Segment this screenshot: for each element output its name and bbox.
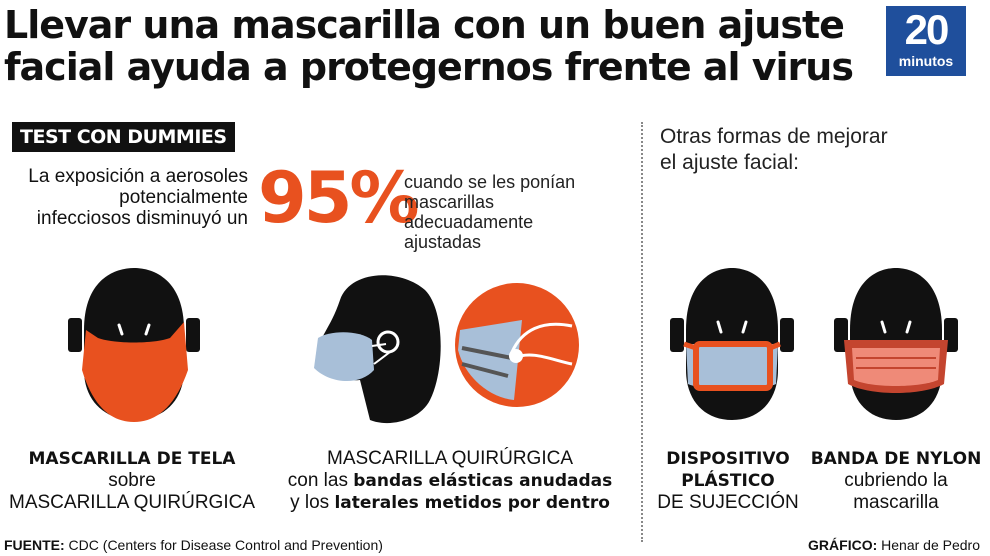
logo-number: 20	[904, 6, 950, 53]
other-methods-heading: Otras formas de mejorar el ajuste facial…	[660, 124, 960, 176]
mask-icon	[686, 344, 778, 390]
surgical-mask-profile-illustration	[314, 275, 441, 424]
caption-surgical-line-3: y los laterales metidos por dentro	[290, 492, 610, 513]
graphic-credit: GRÁFICO: Henar de Pedro	[808, 536, 980, 554]
cloth-mask-icon	[82, 322, 188, 422]
exposure-line-1: La exposición a aerosoles	[28, 166, 248, 187]
caption-surgical-mask: MASCARILLA QUIRÚRGICA con las bandas elá…	[262, 448, 638, 514]
exposure-line-2: potencialmente	[119, 187, 248, 208]
caption-nylon-line-2: cubriendo la	[844, 470, 948, 491]
left-ear-icon	[68, 318, 82, 352]
condition-line-3: adecuadamente	[404, 212, 534, 232]
source-label: FUENTE:	[4, 537, 65, 553]
caption-nylon-title: BANDA DE NYLON	[810, 449, 982, 469]
caption-device-line-2: PLÁSTICO	[681, 471, 775, 491]
nylon-pleats-icon	[856, 357, 936, 369]
source-credit: FUENTE: CDC (Centers for Disease Control…	[4, 536, 383, 554]
caption-cloth-line-3: MASCARILLA QUIRÚRGICA	[9, 492, 255, 513]
graphic-author: Henar de Pedro	[877, 537, 980, 553]
caption-device-line-3: DE SUJECCIÓN	[657, 492, 799, 513]
zoom-mask-icon	[458, 320, 522, 400]
plastic-brace-head-illustration	[670, 268, 794, 420]
caption-cloth-line-2: sobre	[108, 470, 156, 491]
section-divider	[641, 122, 643, 542]
right-ear-icon	[780, 318, 794, 352]
nylon-band-head-illustration	[834, 268, 958, 420]
title-line-1: Llevar una mascarilla con un buen ajuste	[4, 3, 845, 47]
caption-device-line-1: DISPOSITIVO	[666, 449, 790, 469]
right-ear-icon	[186, 318, 200, 352]
graphic-label: GRÁFICO:	[808, 537, 878, 553]
ear-loop-knot-icon	[376, 330, 400, 354]
logo-word: minutos	[898, 53, 954, 69]
profile-mask-icon	[314, 332, 374, 382]
section-badge: TEST CON DUMMIES	[12, 122, 235, 152]
percent-figure: 95%	[258, 157, 420, 239]
source-text: CDC (Centers for Disease Control and Pre…	[64, 537, 383, 553]
caption-surgical-title: MASCARILLA QUIRÚRGICA	[327, 448, 573, 469]
logo-20minutos: 20 minutos	[886, 6, 966, 76]
other-line-1: Otras formas de mejorar	[660, 125, 888, 148]
condition-line-1: cuando se les ponían	[404, 172, 576, 192]
eyes-icon	[117, 323, 151, 336]
zoom-pleats-icon	[461, 346, 513, 378]
exposure-text: La exposición a aerosoles potencialmente…	[4, 166, 248, 229]
other-line-2: el ajuste facial:	[660, 151, 799, 174]
title-line-2: facial ayuda a protegernos frente al vir…	[4, 45, 854, 89]
knotted-strap-zoom-illustration	[455, 283, 579, 407]
caption-surgical-line-2: con las bandas elásticas anudadas	[287, 470, 613, 491]
condition-line-4: ajustadas	[404, 232, 482, 252]
caption-cloth-title: MASCARILLA DE TELA	[28, 449, 236, 469]
caption-plastic-device: DISPOSITIVO PLÁSTICO DE SUJECCIÓN	[650, 448, 806, 514]
caption-nylon-band: BANDA DE NYLON cubriendo la mascarilla	[806, 448, 986, 514]
ear-loop-icon	[371, 343, 391, 365]
caption-nylon-line-3: mascarilla	[853, 492, 939, 513]
eyes-icon	[716, 320, 748, 334]
cloth-mask-head-illustration	[68, 268, 200, 422]
eyes-icon	[880, 320, 912, 334]
condition-text: cuando se les ponían mascarillas adecuad…	[404, 172, 604, 252]
brace-arms-icon	[683, 341, 781, 351]
exposure-line-3: infecciosos disminuyó un	[36, 208, 248, 229]
left-ear-icon	[670, 318, 684, 352]
zoom-knot-icon	[509, 349, 523, 363]
condition-line-2: mascarillas	[404, 192, 495, 212]
brace-frame-icon	[693, 341, 773, 391]
page-title: Llevar una mascarilla con un buen ajuste…	[4, 4, 864, 88]
caption-cloth-mask: MASCARILLA DE TELA sobre MASCARILLA QUIR…	[4, 448, 260, 514]
